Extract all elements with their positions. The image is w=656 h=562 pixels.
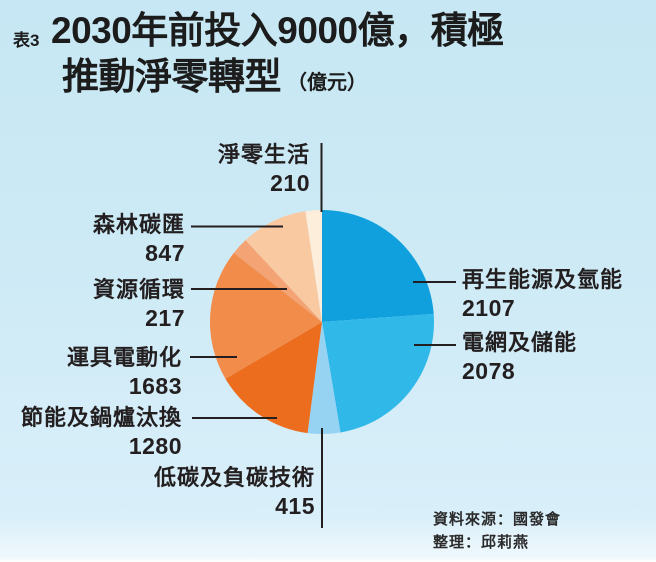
callout-grid-storage-label: 電網及儲能 [462,330,578,355]
chart-unit: （億元） [287,72,367,94]
table-tag: 表3 [13,31,40,50]
pie-slice-2 [307,322,341,435]
chart-title-line1: 2030年前投入9000億，積極 [51,10,504,51]
callout-renewable-hydrogen-value: 2107 [462,295,516,321]
pie-slice-6 [245,211,322,322]
callout-renewable-hydrogen-label: 再生能源及氫能 [462,267,624,292]
chart-title-line2-text: 推動淨零轉型 [62,56,282,97]
callout-net-zero-life: 淨零生活 210 [218,141,310,197]
pie-slice-1 [322,313,434,433]
callout-forest-carbon-label: 森林碳匯 [92,212,185,237]
callout-resource-circulation-label: 資源循環 [92,277,185,302]
pie-slice-7 [305,210,322,322]
pie-slices-group [209,210,434,435]
callout-renewable-hydrogen: 再生能源及氫能 2107 [462,266,623,322]
callout-net-zero-life-value: 210 [270,170,310,196]
pie-slice-3 [225,322,322,434]
callout-net-zero-life-label: 淨零生活 [217,142,310,167]
leader-lines-group [190,143,456,528]
callout-low-carbon-tech: 低碳及負碳技術 415 [154,464,315,520]
pie-slice-4 [209,252,322,379]
callout-grid-storage: 電網及儲能 2078 [462,329,577,385]
compiler-line: 整理：邱莉燕 [433,534,530,551]
callout-forest-carbon-value: 847 [145,240,185,266]
callout-forest-carbon: 森林碳匯 847 [93,211,185,267]
chart-title: 2030年前投入9000億，積極 推動淨零轉型 （億元） [51,8,504,106]
callout-resource-circulation: 資源循環 217 [93,276,185,332]
callout-vehicle-electrification-label: 運具電動化 [66,345,182,370]
callout-low-carbon-tech-label: 低碳及負碳技術 [153,465,315,490]
callout-vehicle-electrification-value: 1683 [128,373,182,399]
callout-grid-storage-value: 2078 [462,358,516,384]
callout-energy-saving-label: 節能及鍋爐汰換 [20,405,182,430]
source-note: 資料來源：國發會 整理：邱莉燕 [433,508,561,554]
source-line: 資料來源：國發會 [433,511,562,528]
callout-low-carbon-tech-value: 415 [275,493,315,519]
callout-energy-saving: 節能及鍋爐汰換 1280 [21,404,182,460]
callout-vehicle-electrification: 運具電動化 1683 [67,344,182,400]
callout-resource-circulation-value: 217 [145,305,185,331]
callout-energy-saving-value: 1280 [128,433,182,459]
chart-title-line2: 推動淨零轉型 （億元） [51,54,504,106]
pie-slice-5 [233,240,322,322]
pie-slice-0 [322,210,434,322]
